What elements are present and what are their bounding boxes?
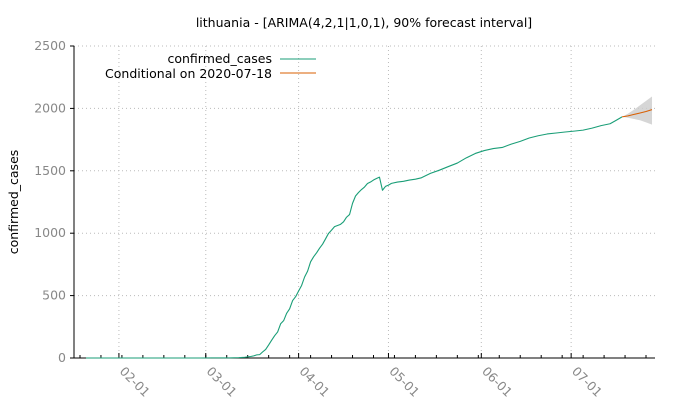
- y-tick-label: 1000: [34, 225, 66, 240]
- y-tick-label: 0: [58, 350, 66, 365]
- forecast-interval-band: [622, 96, 653, 125]
- x-tick-label: 05-01: [386, 364, 422, 400]
- series-lines: [85, 109, 653, 359]
- x-tick-label: 06-01: [479, 364, 515, 400]
- y-tick-label: 2500: [34, 38, 66, 53]
- legend: confirmed_cases Conditional on 2020-07-1…: [105, 51, 316, 81]
- axes: [73, 46, 655, 359]
- y-tick-label: 2000: [34, 100, 66, 115]
- x-tick-label: 04-01: [296, 364, 332, 400]
- y-tick-label: 500: [42, 288, 66, 303]
- grid: [74, 45, 655, 359]
- ticks: 0 500 1000 1500 2000 2500 02-01 03-01 04-01 05-01…: [34, 38, 647, 400]
- series-line-conditional-forecast: [621, 109, 653, 118]
- x-tick-label: 02-01: [117, 364, 153, 400]
- series-line-confirmed-cases: [85, 116, 623, 359]
- x-tick-label: 03-01: [204, 364, 240, 400]
- forecast-interval-area: [622, 96, 653, 125]
- legend-label-confirmed-cases: confirmed_cases: [167, 51, 272, 66]
- chart-title: lithuania - [ARIMA(4,2,1|1,0,1), 90% for…: [196, 15, 532, 30]
- y-tick-label: 1500: [34, 163, 66, 178]
- x-tick-label: 07-01: [569, 364, 605, 400]
- y-axis-label: confirmed_cases: [6, 150, 21, 255]
- legend-label-conditional: Conditional on 2020-07-18: [105, 66, 272, 81]
